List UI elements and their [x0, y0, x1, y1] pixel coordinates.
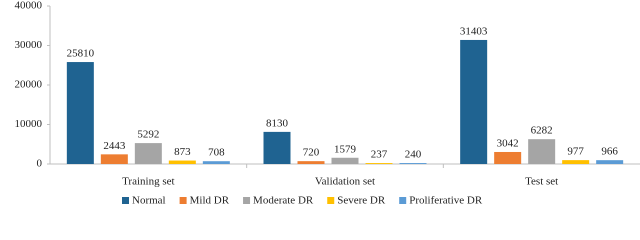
data-label: 31403: [460, 25, 488, 37]
data-label: 3042: [497, 138, 519, 150]
legend-label: Severe DR: [337, 195, 386, 207]
data-label: 240: [405, 149, 422, 161]
bar: [562, 160, 590, 164]
bar: [494, 151, 522, 164]
legend-label: Mild DR: [190, 195, 230, 207]
legend-swatch: [327, 197, 335, 204]
legend-swatch: [179, 197, 187, 204]
bar: [399, 163, 427, 164]
legend-label: Normal: [132, 195, 166, 207]
data-label: 966: [601, 146, 618, 158]
legend-swatch: [399, 197, 407, 204]
y-tick-label: 40000: [15, 0, 43, 12]
y-tick-label: 20000: [15, 79, 43, 91]
bar: [263, 131, 291, 164]
legend-swatch: [122, 197, 129, 204]
data-label: 8130: [266, 117, 289, 129]
data-label: 1579: [334, 143, 357, 155]
data-label: 2443: [103, 140, 126, 152]
bar: [528, 139, 556, 164]
chart: 0 10000 20000 30000 40000 Training set 25810 24…: [15, 0, 640, 207]
y-tick-label: 10000: [15, 118, 43, 130]
data-label: 237: [371, 149, 388, 161]
bar: [134, 143, 162, 164]
y-tick-label: 0: [37, 158, 43, 170]
data-label: 720: [303, 147, 320, 159]
bar: [297, 161, 325, 164]
bar: [331, 157, 359, 164]
bar: [460, 39, 488, 165]
bar: [365, 163, 393, 164]
bar: [100, 154, 128, 164]
legend-label: Proliferative DR: [409, 195, 483, 207]
data-label: 5292: [137, 129, 159, 141]
x-tick-label: Test set: [525, 176, 558, 188]
legend-swatch: [243, 197, 251, 204]
y-tick-label: 30000: [15, 39, 43, 51]
bar: [202, 161, 230, 164]
bar: [168, 160, 196, 164]
data-label: 977: [567, 146, 584, 158]
data-label: 6282: [531, 125, 553, 137]
bar: [66, 62, 94, 164]
data-label: 708: [208, 147, 225, 159]
data-label: 25810: [67, 48, 95, 60]
x-tick-label: Validation set: [315, 176, 375, 188]
x-tick-label: Training set: [122, 176, 174, 188]
data-label: 873: [174, 146, 191, 158]
bar: [596, 160, 624, 164]
legend-label: Moderate DR: [253, 195, 314, 207]
